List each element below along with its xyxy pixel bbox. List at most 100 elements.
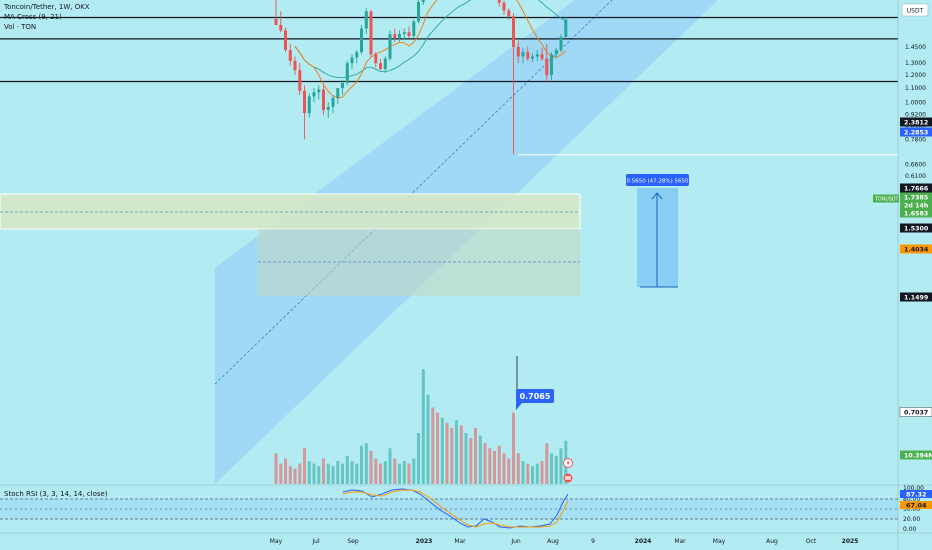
volume-bar bbox=[436, 412, 439, 484]
volume-bar bbox=[535, 463, 539, 484]
volume-bars bbox=[274, 369, 568, 485]
volume-bar bbox=[493, 450, 496, 484]
time-axis-label: 2023 bbox=[416, 538, 433, 545]
volume-bar bbox=[545, 443, 549, 484]
indicator-ma-cross[interactable]: MA Cross (9, 21) bbox=[4, 13, 62, 21]
stoch-axis-label-20: 20.00 bbox=[903, 516, 920, 523]
price-label: 1.1499 bbox=[900, 292, 932, 302]
volume-bar bbox=[279, 463, 283, 484]
candle bbox=[545, 43, 549, 82]
volume-bar bbox=[331, 466, 335, 484]
candle bbox=[526, 46, 530, 61]
ma-fast-line bbox=[294, 0, 567, 99]
time-axis-label: Jul bbox=[311, 538, 320, 545]
svg-text:1.5300: 1.5300 bbox=[904, 225, 929, 232]
candle bbox=[516, 39, 520, 64]
lightning-event-icon-glyph bbox=[566, 459, 570, 467]
volume-bar bbox=[379, 463, 382, 484]
flag-event-icon-glyph bbox=[565, 476, 571, 480]
svg-text:10.394M: 10.394M bbox=[904, 452, 932, 459]
volume-bar bbox=[550, 453, 553, 484]
volume-bar bbox=[369, 450, 373, 484]
candle bbox=[307, 93, 311, 118]
chart-title: Toncoin/Tether, 1W, OKX bbox=[4, 3, 90, 11]
indicator-stoch-rsi[interactable]: Stoch RSI (3, 3, 14, 14, close) bbox=[4, 490, 108, 498]
candle bbox=[559, 34, 563, 53]
candle bbox=[312, 88, 316, 103]
volume-bar bbox=[274, 453, 278, 484]
price-axis-tick: 1.0000 bbox=[905, 99, 926, 106]
price-label: 2.3812 bbox=[900, 117, 932, 127]
volume-bar bbox=[531, 466, 534, 484]
candle bbox=[417, 0, 420, 24]
candle bbox=[336, 88, 340, 104]
volume-bar bbox=[417, 433, 420, 484]
volume-bar bbox=[478, 435, 482, 484]
price-label: 10.394M bbox=[900, 450, 932, 460]
range-box bbox=[258, 229, 580, 296]
volume-bar bbox=[516, 453, 520, 484]
price-axis-tick: 0.6100 bbox=[905, 173, 926, 180]
price-label: 1.7666 bbox=[900, 183, 932, 193]
candle bbox=[497, 0, 501, 7]
stoch-axis-label-50: 50.00 bbox=[903, 506, 920, 513]
volume-bar bbox=[336, 461, 340, 484]
time-axis[interactable]: May Jul Sep 2023 Mar Jun Aug 9 2024 Mar May Aug Oct 2… bbox=[270, 538, 859, 545]
price-label: 1.4034 bbox=[900, 244, 932, 254]
volume-bar bbox=[298, 463, 302, 484]
time-axis-label: 9 bbox=[591, 538, 595, 545]
time-axis-label: Aug bbox=[766, 538, 778, 545]
candle bbox=[331, 95, 335, 114]
candle bbox=[298, 63, 302, 95]
stoch-d-line bbox=[342, 489, 569, 528]
volume-bar bbox=[317, 466, 321, 484]
volume-bar bbox=[360, 445, 363, 485]
candle bbox=[512, 13, 515, 155]
measure-label-box bbox=[626, 174, 689, 186]
time-axis-label: Oct bbox=[806, 538, 817, 545]
candle bbox=[502, 0, 506, 15]
volume-bar bbox=[293, 468, 297, 484]
price-axis-tick: 0.7800 bbox=[905, 136, 926, 143]
volume-bar bbox=[512, 412, 515, 484]
price-label: 1.6583 bbox=[900, 208, 932, 218]
price-axis-tick: 1.4500 bbox=[905, 44, 926, 51]
price-axis[interactable]: 3.40003.00002.70002.50002.10001.90001.45… bbox=[905, 0, 926, 203]
stoch-k-line bbox=[342, 488, 569, 529]
volume-bar bbox=[483, 443, 487, 484]
stoch-k-badge-text: 87.32 bbox=[906, 491, 927, 499]
svg-text:2.3812: 2.3812 bbox=[904, 119, 928, 126]
volume-bar bbox=[402, 461, 406, 484]
volume-bar bbox=[383, 461, 387, 484]
measure-label-text: 0.5650 (47.28%) 5650 bbox=[626, 179, 689, 185]
volume-bar bbox=[312, 463, 316, 484]
volume-bar bbox=[350, 461, 354, 484]
svg-text:1.4034: 1.4034 bbox=[904, 246, 929, 253]
low-callout-box[interactable] bbox=[516, 389, 554, 403]
price-axis-tick: 1.2000 bbox=[905, 72, 926, 79]
time-axis-label: 2024 bbox=[635, 538, 652, 545]
volume-bar bbox=[464, 433, 468, 484]
candle bbox=[374, 52, 378, 68]
volume-bar bbox=[398, 463, 401, 484]
stoch-axis-label-0: 0.00 bbox=[903, 526, 917, 533]
indicator-volume[interactable]: Vol · TON bbox=[4, 23, 37, 31]
candle bbox=[279, 11, 283, 33]
volume-bar bbox=[412, 458, 416, 484]
currency-button-label: USDT bbox=[907, 8, 924, 15]
candle bbox=[360, 25, 363, 55]
candle bbox=[326, 102, 330, 118]
candle bbox=[554, 47, 558, 59]
candle bbox=[393, 28, 397, 42]
svg-text:1.7385: 1.7385 bbox=[904, 194, 928, 201]
volume-bar bbox=[426, 394, 430, 485]
candle bbox=[317, 85, 321, 100]
currency-button[interactable] bbox=[901, 3, 929, 17]
time-axis-label: Jun bbox=[510, 538, 521, 545]
volume-bar bbox=[374, 458, 378, 484]
time-axis-label: Sep bbox=[347, 538, 359, 545]
candle bbox=[412, 19, 416, 38]
price-axis-tick: 0.9200 bbox=[905, 112, 926, 119]
volume-bar bbox=[559, 448, 563, 484]
